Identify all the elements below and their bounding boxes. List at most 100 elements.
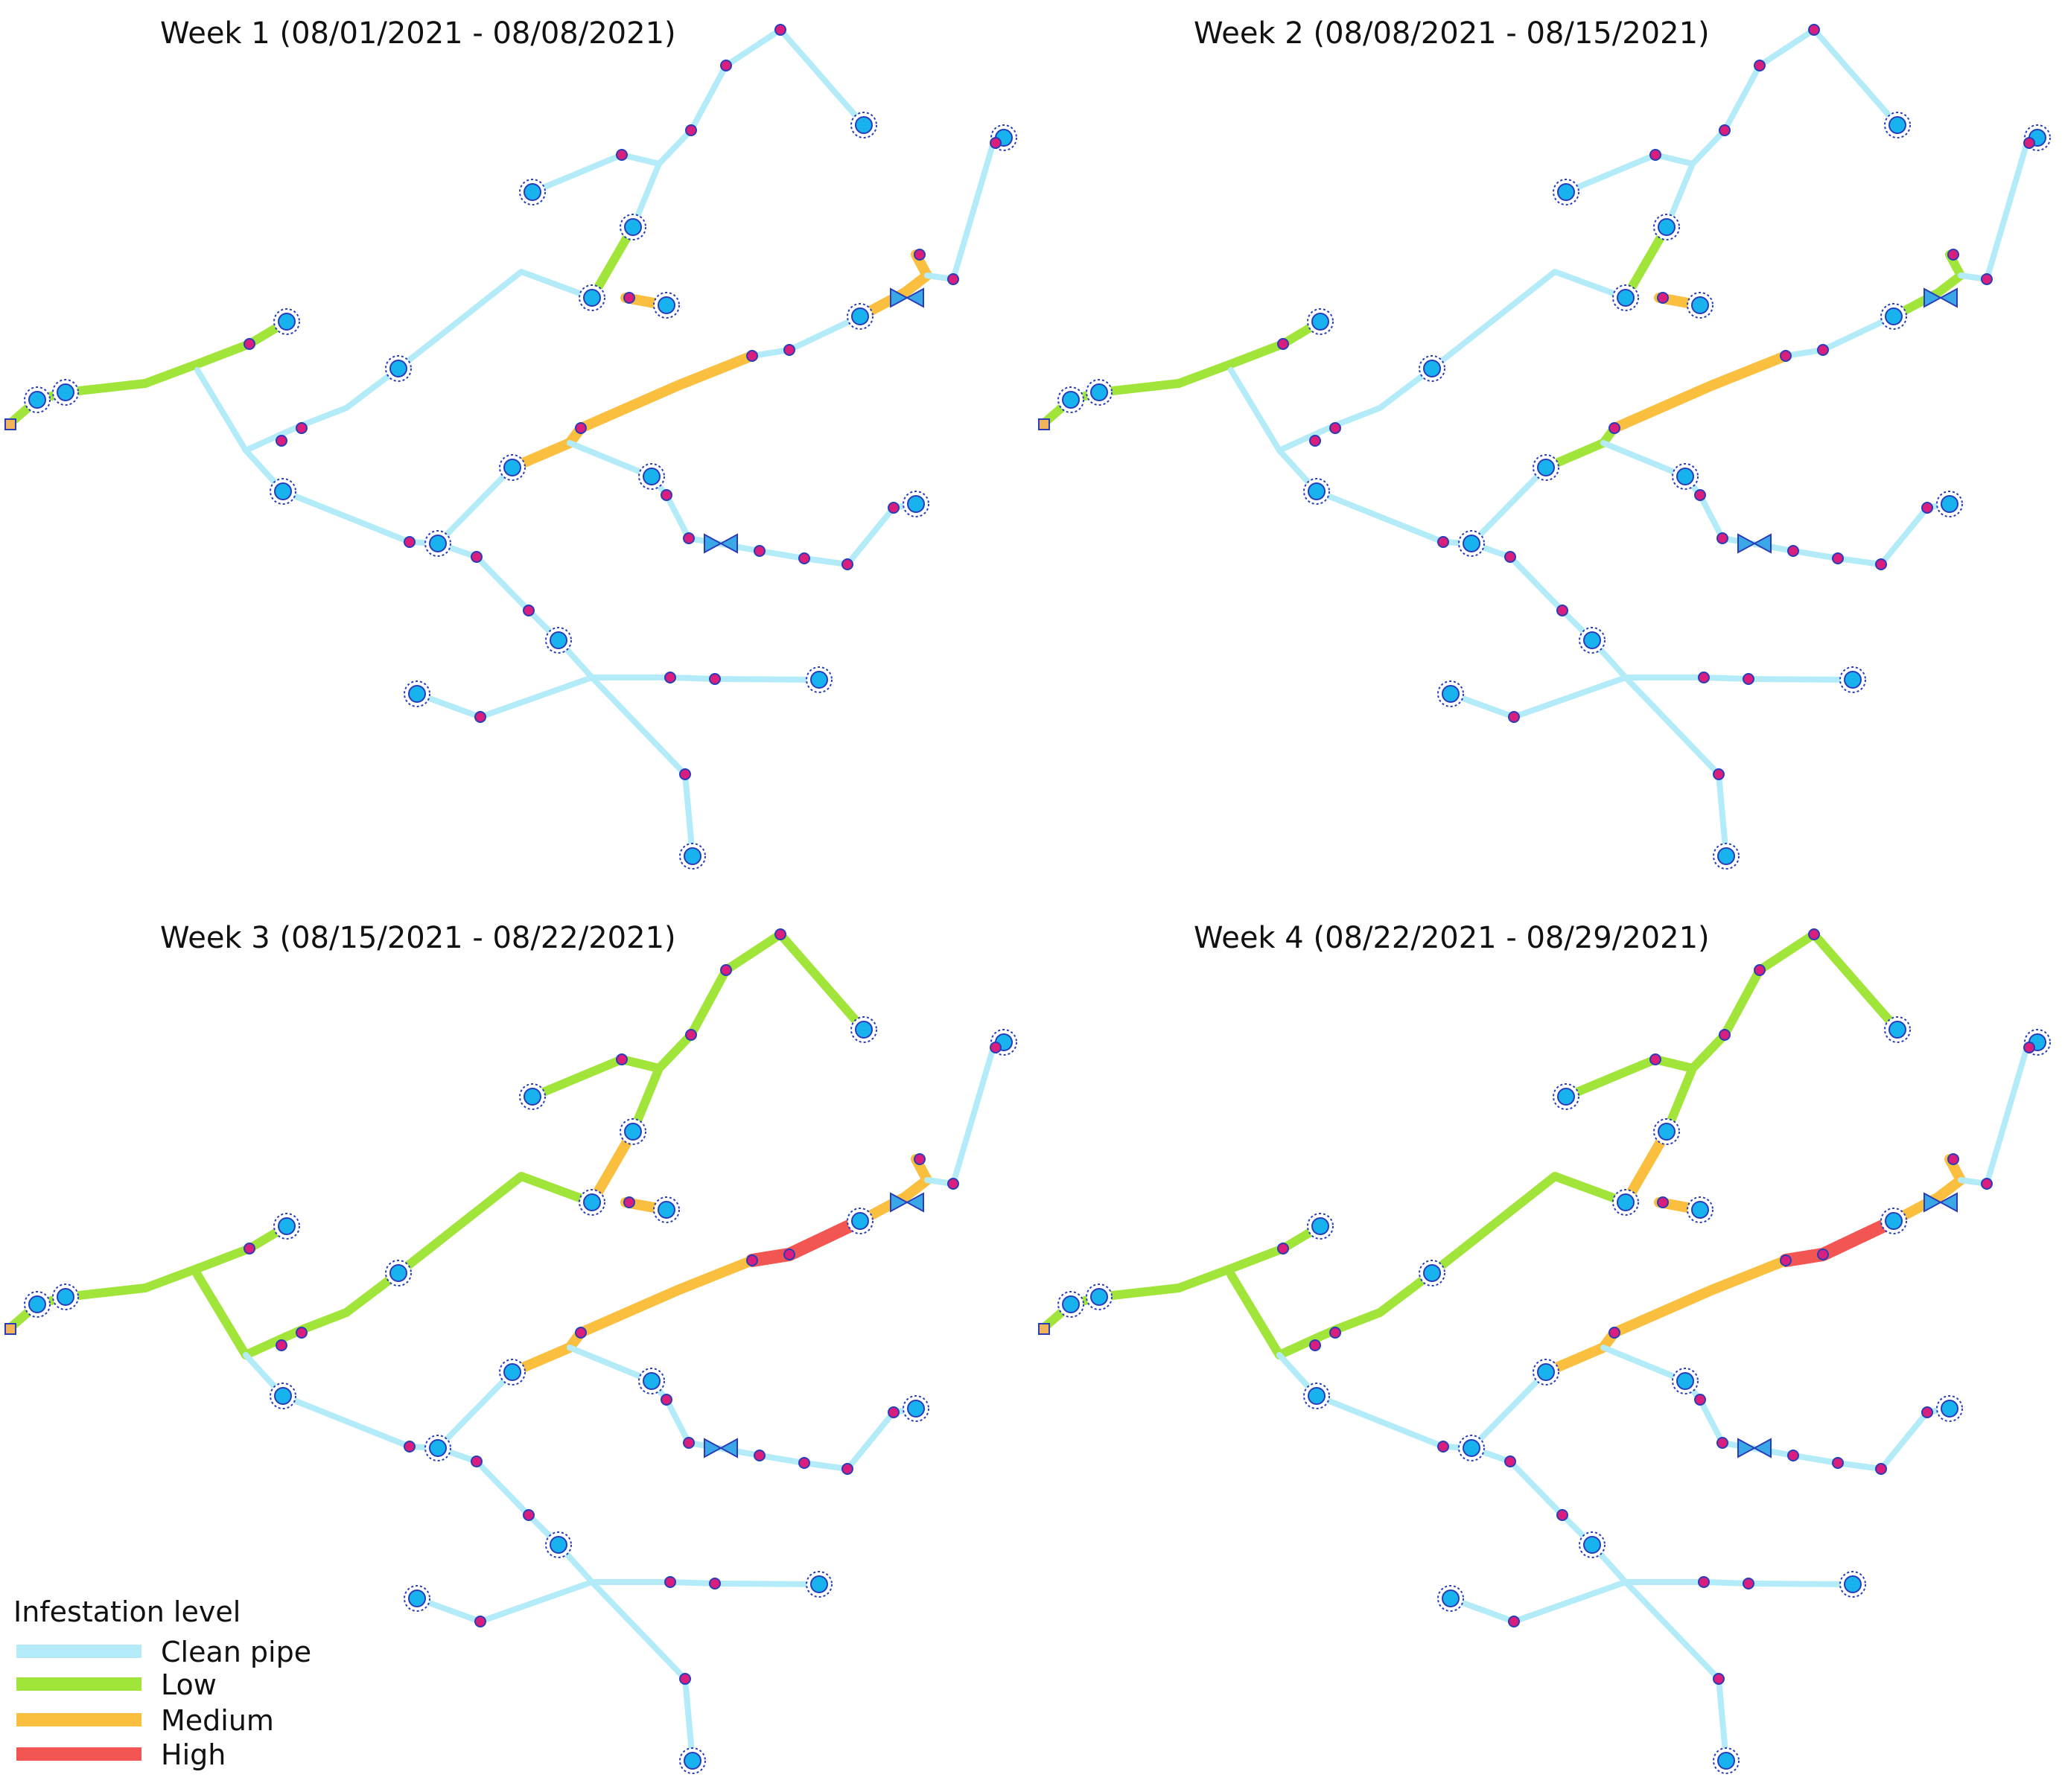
junction-dot-icon (709, 673, 721, 685)
manhole-node-icon (1612, 284, 1639, 311)
manhole-node-icon (1713, 1747, 1740, 1774)
junction-dot-icon (1719, 1029, 1731, 1041)
junction-dot-icon (1981, 273, 1993, 285)
pipe-S (1448, 1579, 1629, 1624)
valve-icon (890, 1192, 924, 1213)
pipe-N (924, 137, 997, 282)
junction-dot-icon (841, 1463, 853, 1475)
pipe-I (630, 27, 867, 230)
junction-dot-icon (471, 1455, 483, 1467)
pipe-R (435, 1445, 696, 1764)
junction-dot-icon (1556, 605, 1568, 616)
manhole-node-icon (52, 1284, 79, 1310)
panel-week4: Week 4 (08/22/2021 - 08/29/2021) (1038, 921, 2051, 1774)
panel-title-week3: Week 3 (08/15/2021 - 08/22/2021) (160, 921, 676, 955)
panel-week2: Week 2 (08/08/2021 - 08/15/2021) (1038, 16, 2051, 870)
manhole-node-icon (579, 1189, 605, 1216)
manhole-node-icon (1653, 214, 1680, 240)
junction-dot-icon (1780, 350, 1792, 362)
manhole-node-icon (1936, 1395, 1963, 1422)
junction-dot-icon (623, 1196, 635, 1208)
manhole-node-icon (850, 112, 877, 138)
panel-week1: Week 1 (08/01/2021 - 08/08/2021) (4, 16, 1017, 870)
junction-dot-icon (1787, 545, 1799, 557)
manhole-node-icon (806, 666, 833, 693)
junction-dot-icon (1716, 1437, 1728, 1449)
pipe-P (435, 1369, 515, 1451)
junction-dot-icon (661, 1394, 672, 1406)
outfall-square-icon (1038, 1323, 1050, 1335)
manhole-node-icon (24, 386, 51, 413)
legend-label-low: Low (161, 1668, 217, 1701)
pipe-F (1620, 1126, 1672, 1208)
manhole-node-icon (1880, 303, 1907, 330)
manhole-node-icon (1437, 1585, 1464, 1612)
junction-dot-icon (1657, 1196, 1669, 1208)
pipe-A (4, 1284, 150, 1333)
junction-dot-icon (1504, 551, 1516, 563)
legend-item-medium: Medium (16, 1704, 274, 1737)
manhole-node-icon (1086, 379, 1113, 406)
junction-dot-icon (1437, 1441, 1449, 1453)
pipe-H (1562, 1055, 1697, 1101)
legend: Infestation level Clean pipe Low Medium … (13, 1595, 311, 1771)
junction-dot-icon (947, 273, 959, 285)
junction-dot-icon (720, 60, 732, 71)
junction-dot-icon (1649, 149, 1661, 161)
junction-dot-icon (296, 422, 308, 434)
pipe-D (1317, 366, 1435, 435)
junction-dot-icon (575, 1327, 587, 1339)
junction-dot-icon (798, 1457, 810, 1469)
pipe-H (1563, 152, 1696, 195)
manhole-node-icon (850, 1016, 877, 1043)
manhole-node-icon (1936, 491, 1963, 517)
manhole-node-icon (1672, 1368, 1699, 1394)
junction-dot-icon (523, 605, 535, 616)
pipe-B (1174, 1222, 1325, 1292)
pipe-A (1038, 379, 1183, 429)
manhole-node-icon (1419, 1260, 1445, 1286)
manhole-node-icon (1458, 1435, 1485, 1461)
manhole-node-icon (1307, 308, 1334, 335)
junction-dot-icon (296, 1327, 308, 1339)
junction-dot-icon (746, 1254, 758, 1266)
valve-icon (1737, 533, 1772, 554)
manhole-node-icon (1672, 463, 1699, 490)
pipe-C (1228, 367, 1323, 453)
manhole-node-icon (1419, 355, 1445, 382)
manhole-node-icon (1303, 478, 1330, 505)
pipe-B (1174, 317, 1325, 388)
junction-dot-icon (683, 1437, 695, 1449)
junction-dot-icon (841, 558, 853, 570)
manhole-node-icon (1687, 1196, 1713, 1223)
pipe-P (1468, 465, 1549, 546)
junction-dot-icon (474, 1616, 486, 1627)
manhole-node-icon (1533, 454, 1559, 481)
pipe-O (243, 447, 441, 546)
junction-dot-icon (1719, 124, 1731, 136)
manhole-node-icon (638, 463, 665, 490)
legend-label-high: High (161, 1738, 226, 1771)
manhole-node-icon (1612, 1189, 1639, 1216)
junction-dot-icon (523, 1509, 535, 1521)
pipe-O (1276, 447, 1474, 546)
junction-dot-icon (1713, 768, 1725, 780)
legend-title: Infestation level (13, 1595, 241, 1628)
manhole-node-icon (1839, 1571, 1866, 1598)
manhole-node-icon (620, 214, 646, 240)
junction-dot-icon (1743, 1578, 1754, 1589)
valve-icon (1923, 1192, 1958, 1213)
manhole-node-icon (806, 1571, 833, 1598)
junction-dot-icon (774, 24, 786, 36)
junction-dot-icon (1556, 1509, 1568, 1521)
junction-dot-icon (1329, 1327, 1341, 1339)
pipe-D (1316, 1269, 1436, 1341)
junction-dot-icon (1309, 1339, 1321, 1351)
manhole-node-icon (620, 1118, 646, 1145)
junction-dot-icon (404, 536, 416, 548)
junction-dot-icon (798, 552, 810, 564)
junction-dot-icon (1808, 24, 1820, 36)
pipes (4, 930, 997, 1764)
junction-dot-icon (709, 1578, 721, 1589)
junction-dot-icon (679, 1673, 691, 1685)
